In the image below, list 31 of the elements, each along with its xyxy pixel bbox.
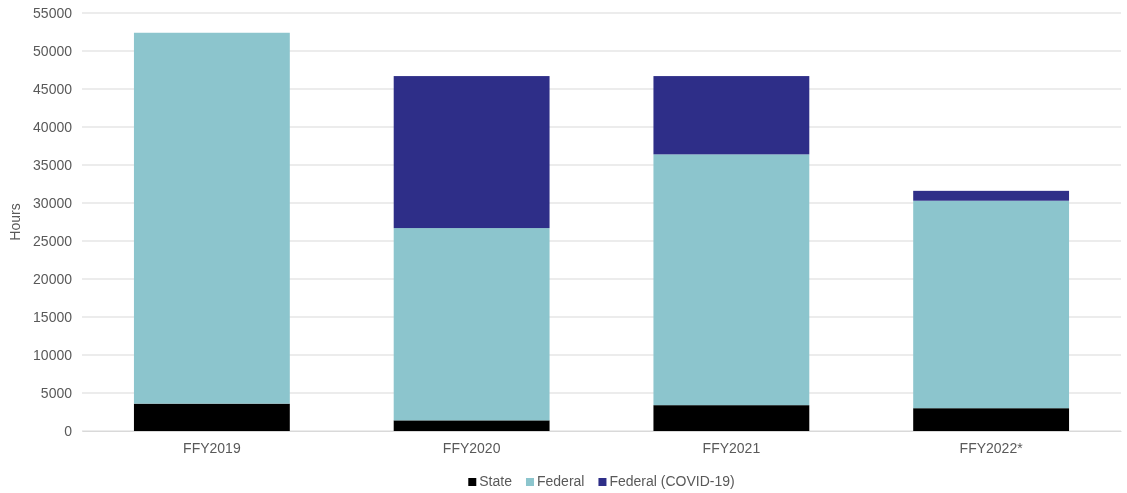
y-tick-label: 15000 [33, 308, 73, 325]
bar [653, 154, 810, 406]
bar [133, 403, 290, 431]
y-tick-label: 5000 [40, 384, 73, 401]
bar [913, 200, 1070, 409]
y-tick-label: 0 [64, 422, 73, 439]
y-tick-label: 25000 [33, 232, 73, 249]
y-tick-label: 50000 [33, 42, 73, 59]
bar [393, 76, 550, 229]
y-tick-label: 20000 [33, 270, 73, 287]
y-axis-title: Hours [7, 203, 23, 241]
bar [393, 420, 550, 431]
x-tick-label: FFY2019 [183, 439, 241, 456]
bar [133, 32, 290, 404]
bar [393, 228, 550, 421]
y-tick-label: 10000 [33, 346, 73, 363]
y-tick-label: 45000 [33, 80, 73, 97]
bar [653, 405, 810, 431]
y-tick-label: 30000 [33, 194, 73, 211]
x-tick-label: FFY2021 [702, 439, 761, 456]
legend-label: Federal [536, 473, 585, 489]
y-tick-label: 55000 [33, 4, 73, 21]
bar [653, 76, 810, 155]
bar [913, 190, 1070, 201]
bar [913, 408, 1070, 431]
legend-label: Federal (COVID-19) [609, 473, 735, 489]
x-tick-label: FFY2022* [959, 439, 1024, 456]
legend-label: State [479, 473, 513, 489]
y-tick-label: 35000 [33, 156, 73, 173]
y-tick-label: 40000 [33, 118, 73, 135]
x-tick-label: FFY2020 [442, 439, 501, 456]
